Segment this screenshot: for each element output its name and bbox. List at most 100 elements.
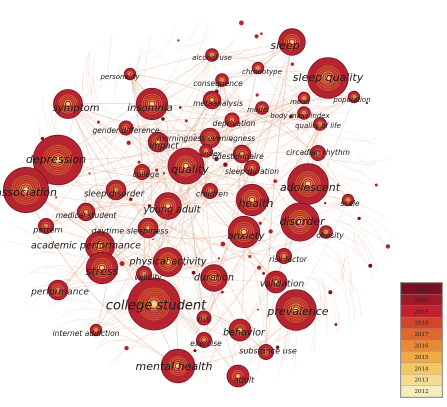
network-link (74, 81, 100, 132)
node-exercise[interactable] (195, 331, 212, 348)
network-link (51, 299, 94, 307)
node-quality-of-life[interactable] (313, 117, 327, 131)
node-adolescent[interactable] (287, 163, 329, 205)
node-college-student[interactable] (127, 277, 181, 331)
node-anxiety[interactable] (227, 215, 261, 249)
network-link (25, 189, 253, 205)
node-model[interactable] (255, 101, 269, 115)
network-link (339, 179, 366, 200)
node-young-adult[interactable] (154, 192, 182, 220)
network-link (317, 302, 328, 327)
network-link (167, 153, 243, 263)
minor-node (97, 120, 100, 124)
network-link (114, 337, 154, 365)
node-college[interactable] (133, 163, 150, 180)
network-link (167, 97, 305, 207)
minor-node (262, 272, 265, 275)
network-link (176, 99, 213, 367)
node-personality[interactable] (123, 67, 137, 81)
node-internet-addiction[interactable] (89, 323, 103, 337)
node-physical-activity[interactable] (153, 247, 183, 277)
network-link (90, 316, 107, 335)
network-link (101, 167, 253, 269)
legend-item-2016: 2016 (400, 339, 443, 352)
node-obesity[interactable] (319, 225, 333, 239)
network-link (10, 221, 45, 242)
node-circadian-rhythm[interactable] (309, 144, 326, 161)
legend-item-2015: 2015 (400, 351, 443, 363)
network-link (340, 226, 372, 258)
node-stress[interactable] (85, 251, 119, 285)
legend-year-label: 2019 (415, 309, 429, 315)
network-link (333, 219, 373, 250)
node-risk[interactable] (196, 310, 212, 326)
node-disorder[interactable] (280, 202, 320, 242)
network-link (205, 150, 215, 279)
network-link (206, 338, 227, 373)
label-metaanalysis: metaanalysis (193, 99, 243, 108)
node-deprivation[interactable] (224, 112, 240, 128)
network-link (129, 332, 162, 354)
node-symptom[interactable] (53, 89, 83, 119)
node-sleep-disorder[interactable] (105, 179, 127, 201)
node-children[interactable] (201, 182, 218, 199)
network-link (108, 339, 139, 346)
node-performance[interactable] (47, 279, 69, 301)
node-index[interactable] (199, 144, 213, 158)
node-depression[interactable] (32, 134, 84, 186)
network-link (43, 267, 79, 276)
node-mood[interactable] (297, 91, 311, 105)
node-sleep-quality[interactable] (307, 57, 349, 99)
network-link (155, 25, 176, 59)
node-sleep[interactable] (278, 28, 306, 56)
node-association[interactable] (2, 166, 50, 213)
network-link (272, 74, 297, 82)
node-health[interactable] (235, 183, 269, 217)
label-young-adult: young adult (143, 205, 202, 216)
network-link (319, 270, 350, 319)
network-link (204, 333, 225, 384)
node-morningness-eveningness[interactable] (199, 127, 221, 149)
node-consequence[interactable] (215, 73, 229, 87)
node-adult[interactable] (226, 364, 250, 388)
node-medical-student[interactable] (76, 202, 96, 222)
label-physical-activity: physical activity (129, 257, 207, 268)
network-link (30, 271, 69, 281)
node-validation[interactable] (264, 270, 288, 294)
node-gender-difference[interactable] (118, 120, 134, 136)
node-risk-factor[interactable] (275, 247, 292, 264)
node-alcohol-use[interactable] (205, 48, 219, 62)
node-prevalence[interactable] (275, 289, 317, 331)
node-daytime-sleepiness[interactable] (137, 217, 159, 239)
network-link (297, 121, 345, 131)
node-population[interactable] (347, 90, 361, 104)
node-scale[interactable] (341, 193, 355, 207)
network-link (92, 54, 109, 110)
label-sleep-duration: sleep duration (225, 167, 279, 176)
node-duration[interactable] (200, 264, 228, 292)
node-quality[interactable] (167, 147, 205, 185)
network-link (341, 222, 392, 258)
network-link (184, 35, 211, 48)
node-chronotype[interactable] (251, 61, 265, 75)
node-impact[interactable] (147, 131, 169, 153)
node-insomnia[interactable] (135, 87, 169, 121)
node-sleep-duration[interactable] (243, 159, 260, 176)
node-metaanalysis[interactable] (202, 90, 222, 110)
network-link (267, 90, 302, 102)
minor-node (137, 160, 141, 164)
node-substance-use[interactable] (257, 343, 274, 360)
network-link (231, 110, 321, 125)
network-link (91, 76, 96, 113)
network-link (233, 337, 253, 356)
legend-item-2018: 2018 (400, 317, 443, 329)
node-body-mass-index[interactable] (297, 106, 311, 120)
label-circadian-rhythm: circadian rhythm (286, 148, 350, 157)
node-behavior[interactable] (228, 318, 252, 342)
network-link (317, 281, 321, 312)
node-questionnaire[interactable] (232, 144, 252, 164)
node-mental-health[interactable] (160, 348, 196, 384)
node-pattern[interactable] (38, 217, 55, 234)
network-link (165, 54, 183, 82)
network-link (312, 271, 327, 309)
